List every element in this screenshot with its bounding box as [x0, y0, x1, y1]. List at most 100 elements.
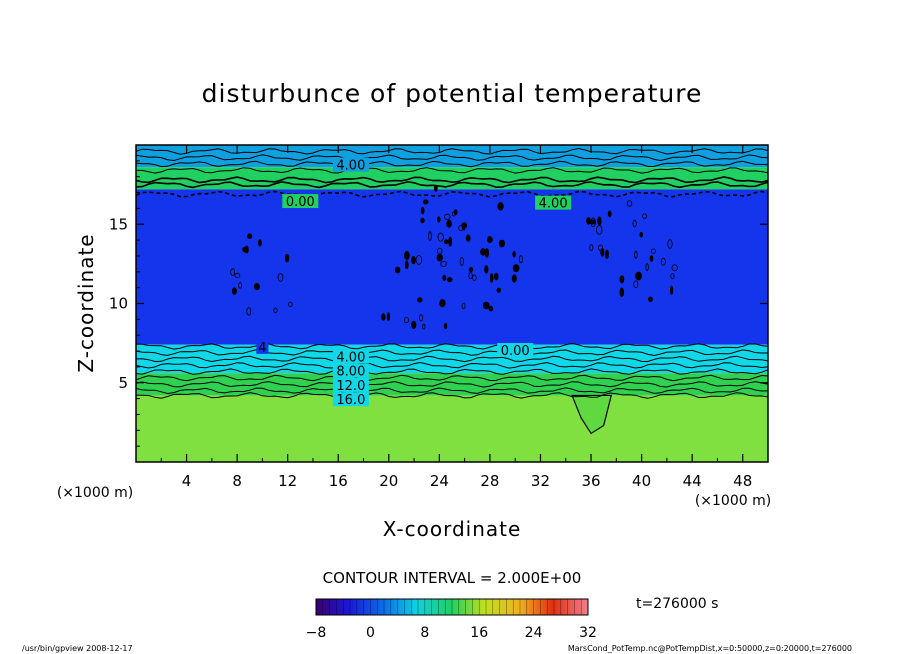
x-tick-label: 36	[581, 472, 600, 490]
convective-cell	[461, 222, 468, 229]
convective-cell	[649, 255, 654, 262]
contour-line	[136, 154, 768, 162]
convective-cell	[284, 253, 290, 263]
x-tick-label: 20	[379, 472, 398, 490]
contour-label: 8.00	[336, 365, 365, 380]
convective-cell	[660, 257, 666, 266]
convective-cell	[639, 231, 643, 238]
convective-cell	[273, 307, 278, 314]
convective-cell	[472, 274, 477, 282]
convective-cell	[381, 313, 386, 321]
x-tick-label: 4	[182, 472, 192, 490]
convective-cell	[605, 249, 609, 259]
x-axis: 4 8 12 16 20 24 28 32 36 40 44 48	[160, 145, 752, 490]
colorbar-tick-label: 0	[366, 625, 375, 641]
convective-cell	[671, 264, 678, 272]
convective-cell	[626, 200, 633, 207]
convective-cell	[597, 216, 602, 226]
convective-cell	[633, 280, 639, 289]
convective-cell	[253, 283, 260, 291]
convective-cell	[443, 239, 449, 245]
convective-cell	[234, 272, 241, 279]
convective-cell	[420, 206, 425, 215]
convective-cell	[411, 320, 417, 330]
convective-cell	[634, 250, 638, 259]
convective-cell	[443, 323, 448, 330]
y-tick-label: 5	[118, 374, 128, 392]
x-tick-label: 24	[430, 472, 449, 490]
x-tick-label: 44	[683, 472, 702, 490]
contour-line	[136, 368, 768, 375]
convective-cell	[447, 277, 453, 283]
convective-cell	[288, 301, 293, 307]
x-tick-label: 12	[278, 472, 297, 490]
convective-cell	[404, 250, 410, 261]
contour-label-bg	[497, 343, 534, 358]
contour-line	[136, 147, 768, 155]
convective-cell	[498, 239, 506, 248]
convective-cell	[519, 255, 523, 264]
convective-cell	[480, 248, 487, 256]
convective-cell	[258, 239, 262, 247]
x-axis-label: X-coordinate	[383, 517, 522, 541]
x-unit-right: (×1000 m)	[695, 493, 771, 509]
convective-cell	[482, 301, 490, 310]
contour-label: 12.0	[336, 379, 365, 394]
colorbar-tick-label: 24	[525, 625, 543, 641]
x-tick-label: 40	[632, 472, 651, 490]
convective-cell	[489, 273, 494, 283]
convective-cell	[650, 248, 656, 254]
contour-line	[136, 361, 768, 369]
convective-cell	[446, 219, 452, 228]
convective-cell	[642, 213, 647, 219]
convective-cell	[411, 255, 416, 265]
colorbar-tick-label: 8	[420, 625, 429, 641]
contour-line	[136, 160, 768, 168]
contour-label-bg	[282, 194, 319, 209]
convective-cell	[230, 268, 236, 276]
convective-cell	[635, 271, 642, 281]
colorbar-tick-label: 32	[579, 625, 597, 641]
convective-cell	[648, 296, 653, 303]
x-tick-label: 28	[480, 472, 499, 490]
convective-cell	[277, 273, 284, 282]
convective-cell	[422, 323, 426, 330]
convective-cell	[590, 217, 596, 228]
convective-cell	[667, 239, 673, 249]
colorbar-tick-label: −8	[306, 625, 327, 641]
convective-cell	[468, 267, 474, 273]
y-axis-label: Z-coordinate	[74, 233, 98, 372]
convective-cell	[433, 184, 438, 192]
convective-cell	[645, 263, 649, 272]
contour-label-bg	[332, 377, 369, 392]
convective-cell	[420, 217, 425, 224]
convective-cell	[436, 253, 443, 262]
convective-cell	[669, 285, 674, 295]
y-tick-label: 10	[109, 295, 128, 313]
contour-line	[136, 190, 768, 198]
interior-layer	[136, 189, 768, 345]
convective-cell	[428, 231, 432, 241]
top-cap-layer	[136, 145, 768, 168]
convective-cell	[417, 297, 423, 303]
surface-depression	[571, 394, 613, 435]
contour-line	[136, 180, 768, 189]
contour-label-bg	[332, 157, 369, 172]
x-tick-label: 8	[232, 472, 242, 490]
contour-line	[136, 355, 768, 363]
contour-line	[136, 387, 768, 395]
footer-left: /usr/bin/gpview 2008-12-17	[22, 644, 133, 653]
colorbar-tick-label: 16	[470, 625, 488, 641]
convective-cell	[465, 234, 471, 242]
chart-title: disturbunce of potential temperature	[202, 79, 703, 108]
convective-cell	[493, 272, 499, 281]
convective-cell	[436, 216, 441, 223]
x-tick-label: 48	[733, 472, 752, 490]
convective-cell	[632, 219, 637, 228]
time-text: t=276000 s	[636, 596, 718, 612]
convective-cell	[437, 232, 444, 242]
contour-line	[136, 392, 768, 399]
contour-label-bg	[256, 339, 269, 354]
convective-cell	[231, 287, 237, 295]
convective-cell	[242, 246, 248, 253]
